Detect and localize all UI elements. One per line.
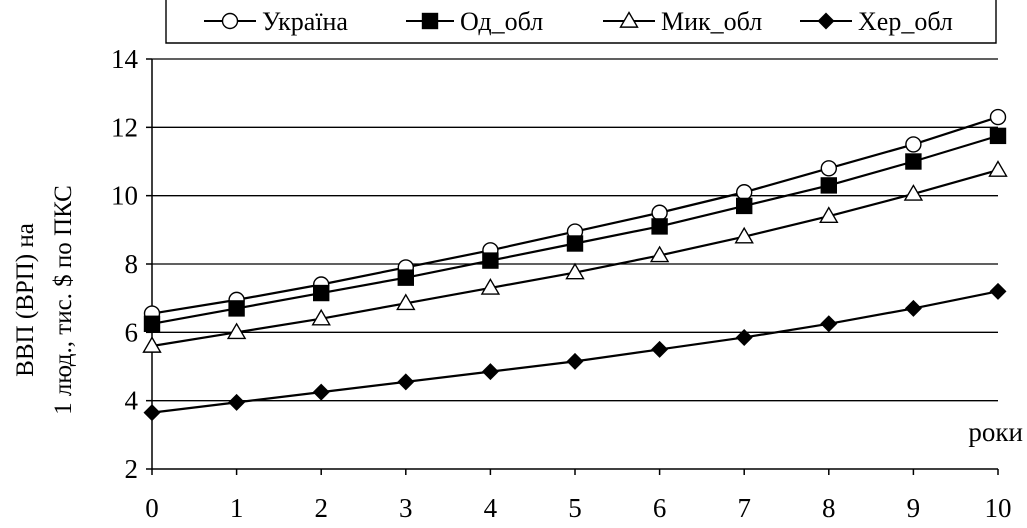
legend-marker-3 [619,11,639,28]
y-axis-label: ВВП (ВРП) на 1 люд., тис. $ по ПКС [12,185,77,415]
y-tick-labels: 2 4 6 8 10 12 14 [111,44,139,484]
series-3-point-9 [903,184,924,201]
series-3-point-2 [311,308,331,326]
series-2-point-9 [905,153,922,170]
series-1-point-7 [736,184,753,201]
series-4-point-7 [735,328,753,346]
series-4-point-4 [481,363,499,381]
series-4-point-6 [651,340,669,358]
legend-label-3: Мик_обл [661,7,762,36]
x-tick-label-2: 2 [314,493,328,523]
legend-marker-4 [817,12,835,30]
y-tick-label-8: 8 [125,249,139,279]
series-3-point-4 [480,278,501,295]
legend-marker-1 [221,12,239,30]
data-series [142,108,1008,422]
x-tick-label-0: 0 [145,493,159,523]
y-tick-label-10: 10 [111,181,138,211]
x-tick-label-5: 5 [568,493,582,523]
legend: Україна Од_обл Мик_обл Хер_обл [165,0,997,44]
x-tick-label-7: 7 [737,493,751,523]
x-tick-label-3: 3 [399,493,413,523]
legend-marker-2 [421,12,439,30]
series-3-point-3 [396,293,416,311]
y-tick-label-12: 12 [111,112,138,142]
series-2-point-10 [989,127,1007,145]
series-2-point-6 [651,218,668,235]
series-2-point-8 [820,177,837,194]
series-3-point-10 [988,160,1008,177]
series-4-point-10 [989,282,1007,300]
series-3-point-7 [734,226,754,244]
series-2-point-2 [313,284,330,302]
legend-frame [165,0,997,44]
legend-item-4: Хер_обл [800,7,953,36]
series-4-point-3 [397,373,415,391]
series-2 [143,127,1007,332]
legend-item-3: Мик_обл [603,7,762,36]
series-2-point-5 [566,235,584,252]
series-2-point-0 [143,315,161,332]
series-3-point-6 [649,245,670,263]
x-tick-label-8: 8 [822,493,836,523]
x-tick-label-4: 4 [484,493,498,523]
legend-item-2: Од_обл [406,7,543,36]
y-tick-label-14: 14 [111,44,139,74]
x-tick-label-6: 6 [653,493,667,523]
series-1-point-8 [820,160,837,177]
series-2-point-4 [482,252,499,269]
y-tick-label-4: 4 [125,386,139,416]
x-axis-unit-label: роки [968,417,1023,447]
legend-label-4: Хер_обл [858,7,953,36]
series-4-point-0 [143,404,161,422]
series-2-point-1 [228,300,245,317]
series-3-point-1 [226,322,247,340]
series-4-point-9 [904,299,922,317]
series-3-point-5 [565,262,585,280]
x-tick-label-1: 1 [230,493,244,523]
series-4-point-1 [228,393,246,411]
axes [146,58,999,475]
series-2-point-3 [397,269,414,286]
series-4 [143,282,1007,422]
y-axis-label-line-1: ВВП (ВРП) на [12,223,39,377]
series-2-point-7 [736,197,753,215]
series-4-point-8 [820,315,838,333]
x-tick-labels: 0 1 2 3 4 5 6 7 8 9 10 [145,493,1011,523]
series-3-point-8 [819,206,839,223]
legend-label-2: Од_обл [460,7,543,36]
legend-item-1: Україна [204,7,348,36]
series-4-point-5 [566,352,584,370]
legend-label-1: Україна [262,7,348,36]
y-tick-label-2: 2 [125,454,139,484]
x-tick-label-9: 9 [907,493,921,523]
y-tick-label-6: 6 [125,317,139,347]
x-tick-label-10: 10 [985,493,1012,523]
series-1-point-10 [989,108,1007,126]
series-4-point-2 [312,383,330,401]
series-1-point-9 [905,136,922,153]
series-3-point-0 [142,336,162,353]
series-3 [142,160,1008,353]
series-1-point-6 [651,204,668,221]
y-axis-label-line-2: 1 люд., тис. $ по ПКС [50,185,77,415]
